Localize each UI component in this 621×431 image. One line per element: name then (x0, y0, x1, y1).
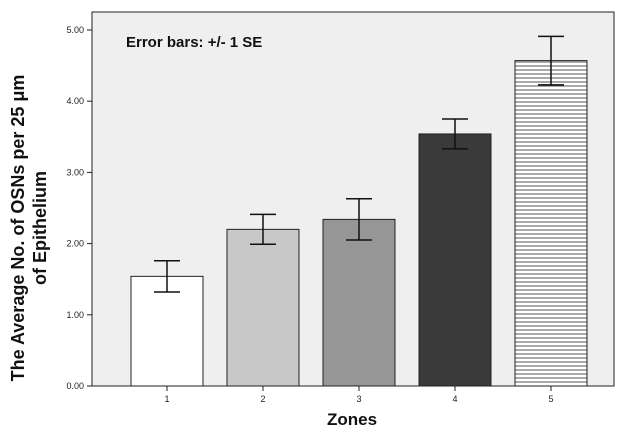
x-tick-label: 2 (260, 394, 265, 404)
bar (226, 228, 300, 387)
bar (130, 275, 204, 387)
y-tick-label: 0.00 (66, 381, 84, 391)
x-tick-label: 4 (452, 394, 457, 404)
error-bar-annotation: Error bars: +/- 1 SE (126, 34, 262, 51)
bar (322, 218, 396, 387)
y-axis-label-line2: of Epithelium (30, 171, 50, 285)
y-tick-label: 3.00 (66, 167, 84, 177)
x-tick-label: 1 (164, 394, 169, 404)
x-tick-label: 5 (548, 394, 553, 404)
bar (418, 133, 492, 387)
bar (514, 60, 588, 387)
y-tick-label: 2.00 (66, 239, 84, 249)
x-axis-label: Zones (327, 410, 377, 429)
y-tick-label: 5.00 (66, 25, 84, 35)
x-tick-label: 3 (356, 394, 361, 404)
y-tick-label: 4.00 (66, 96, 84, 106)
y-tick-label: 1.00 (66, 310, 84, 320)
y-axis-label-line1: The Average No. of OSNs per 25 μm (8, 75, 28, 382)
